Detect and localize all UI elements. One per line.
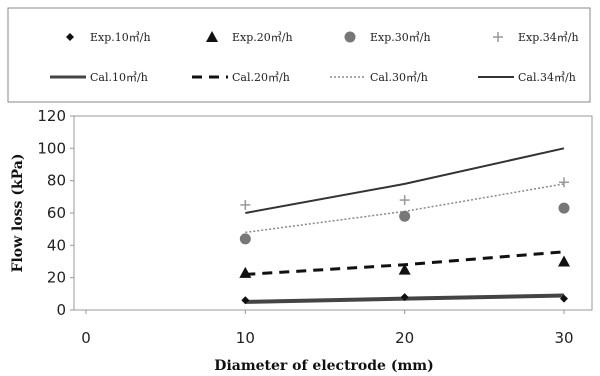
y-tick-label: 20 <box>47 269 66 287</box>
y-tick-label: 100 <box>37 139 66 157</box>
y-tick-label: 0 <box>56 301 66 319</box>
data-point <box>399 195 410 206</box>
legend-label: Cal.30㎥/h <box>370 71 428 84</box>
legend-marker <box>344 31 356 43</box>
y-tick-label: 80 <box>47 172 66 190</box>
x-axis-title: Diameter of electrode (mm) <box>214 358 433 374</box>
y-tick-label: 120 <box>37 107 66 125</box>
legend-label: Exp.34㎥/h <box>518 31 579 44</box>
data-point <box>240 199 251 210</box>
marker-layer <box>239 177 570 305</box>
data-point <box>239 233 251 245</box>
y-tick-label: 60 <box>47 204 66 222</box>
legend-label: Exp.20㎥/h <box>232 31 293 44</box>
y-tick-label: 40 <box>47 236 66 254</box>
data-point <box>558 255 570 267</box>
data-point <box>241 296 250 305</box>
data-point <box>398 263 411 275</box>
x-tick-label: 30 <box>554 329 573 347</box>
data-point <box>239 266 252 278</box>
legend-box <box>7 7 591 103</box>
plot-area <box>73 115 593 311</box>
legend-label: Cal.20㎥/h <box>232 71 290 84</box>
y-axis-title: Flow loss (kPa) <box>10 154 26 273</box>
data-point <box>399 210 411 222</box>
x-tick-label: 20 <box>395 329 414 347</box>
x-tick-label: 10 <box>236 329 255 347</box>
legend-label: Exp.30㎥/h <box>370 31 431 44</box>
legend-marker <box>493 32 503 42</box>
legend-label: Cal.10㎥/h <box>90 71 148 84</box>
x-tick-label: 0 <box>81 329 91 347</box>
data-point <box>558 202 570 214</box>
legend-label: Cal.34㎥/h <box>518 71 576 84</box>
legend-label: Exp.10㎥/h <box>90 31 151 44</box>
data-point <box>560 294 568 303</box>
legend: Exp.10㎥/h Exp.20㎥/h Exp.30㎥/h Exp.34㎥/h Cal.… <box>50 31 579 84</box>
legend-marker <box>66 33 74 41</box>
series-line <box>245 147 565 214</box>
data-point <box>559 177 569 188</box>
axis-ticks: 0 20 40 60 80 100 120 0 10 20 30 <box>37 107 573 347</box>
legend-marker <box>206 31 218 42</box>
data-point <box>400 293 409 302</box>
